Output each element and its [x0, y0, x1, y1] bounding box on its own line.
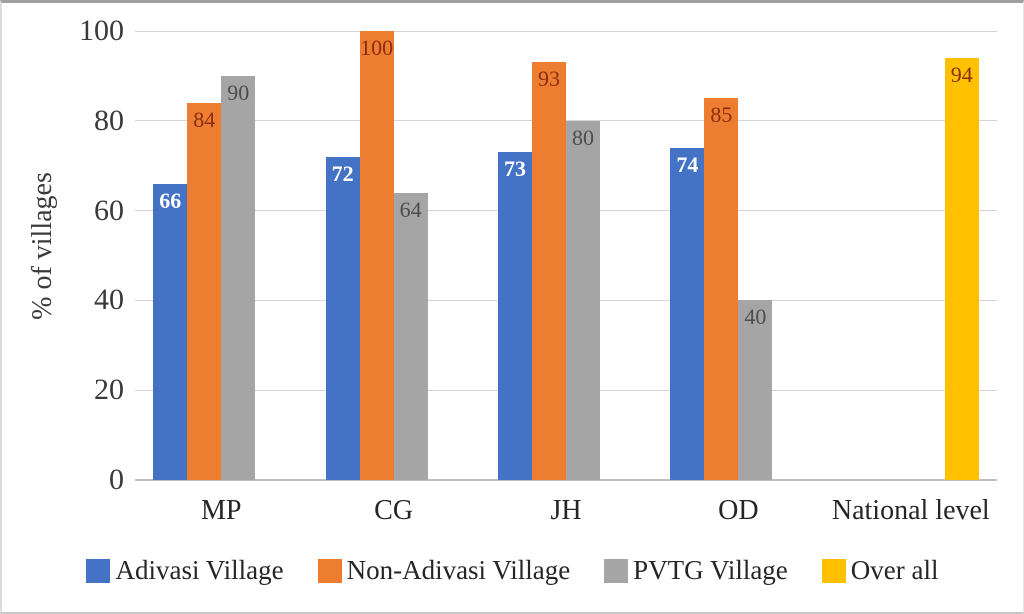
legend-swatch	[86, 558, 111, 583]
bar: 64	[393, 192, 428, 480]
bar: 85	[704, 98, 739, 480]
bar: 72	[325, 156, 360, 480]
bar-value-label: 84	[193, 106, 216, 132]
gridline	[135, 30, 997, 32]
legend-label: PVTG Village	[633, 555, 788, 585]
x-tick-label: JH	[550, 495, 582, 526]
legend-item: Over all	[821, 555, 939, 586]
bar-value-label: 64	[399, 196, 422, 222]
bar-value-label: 66	[159, 187, 182, 213]
bar: 93	[532, 62, 566, 480]
legend-label: Non-Adivasi Village	[346, 555, 571, 585]
bar: 100	[359, 31, 394, 480]
x-tick-label: MP	[200, 495, 242, 526]
y-tick-label: 80	[94, 103, 124, 137]
legend-swatch	[604, 558, 629, 583]
y-tick-label: 0	[109, 463, 124, 496]
x-tick-label: National level	[831, 495, 990, 526]
x-tick-label: OD	[718, 495, 759, 526]
legend-label: Adivasi Village	[115, 555, 284, 585]
bar-value-label: 94	[950, 61, 973, 87]
bar: 74	[670, 147, 705, 480]
bar-value-label: 90	[227, 79, 250, 105]
y-tick-label: 40	[94, 283, 124, 317]
y-tick-label: 100	[79, 14, 124, 47]
bar: 40	[738, 300, 773, 480]
bar-value-label: 100	[360, 35, 394, 60]
legend-item: Adivasi Village	[86, 555, 284, 586]
bar: 94	[944, 57, 979, 480]
bar: 84	[187, 102, 222, 480]
bar: 66	[153, 183, 188, 480]
bar-value-label: 80	[572, 124, 594, 150]
legend-label: Over all	[850, 555, 939, 585]
bar-value-label: 85	[710, 102, 733, 128]
legend-swatch	[317, 558, 342, 583]
bar-value-label: 93	[538, 66, 560, 92]
legend-item: Non-Adivasi Village	[317, 555, 571, 586]
bar: 73	[498, 152, 532, 480]
bar-value-label: 73	[504, 156, 526, 182]
bar-value-label: 72	[331, 160, 354, 186]
bar-value-label: 74	[676, 151, 699, 177]
y-tick-label: 60	[94, 193, 124, 227]
x-axis-line	[135, 479, 997, 481]
legend-swatch	[821, 558, 846, 583]
bar: 90	[221, 75, 256, 480]
bar: 80	[566, 120, 600, 480]
x-tick-label: CG	[374, 495, 414, 526]
y-tick-label: 20	[94, 373, 124, 407]
legend: Adivasi Village Non-Adivasi Village PVTG V…	[2, 555, 1023, 586]
bar-value-label: 40	[744, 304, 767, 330]
legend-item: PVTG Village	[604, 555, 788, 586]
